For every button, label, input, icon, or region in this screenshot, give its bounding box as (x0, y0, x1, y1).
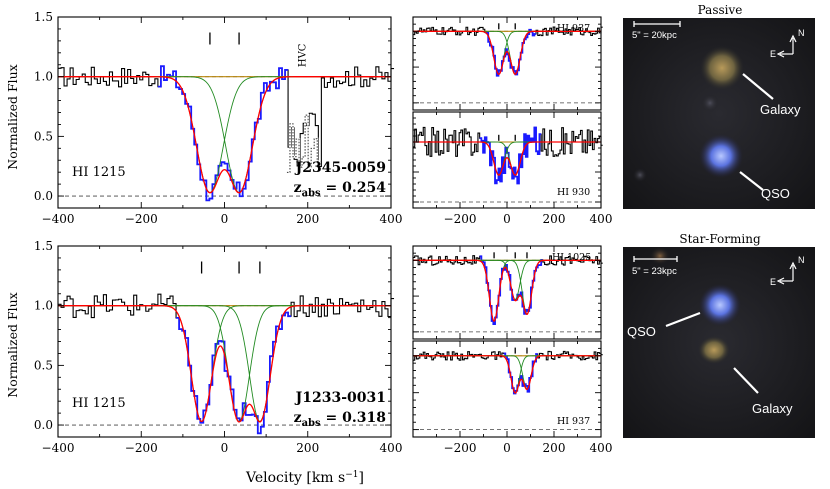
galaxy-pointer-star-forming (733, 367, 759, 394)
x-tick-label: 200 (296, 212, 319, 226)
hvc-annotation: HVC (298, 43, 309, 67)
ion-label: HI 1215 (72, 165, 126, 180)
background-source (633, 168, 647, 182)
x-axis-label: Velocity [km s−1] (245, 470, 364, 486)
galaxy-label-star-forming: Galaxy (752, 401, 793, 416)
x-tick-label: −200 (125, 441, 158, 455)
spectrum-panel-bottom-middle-lower: −200 0 200 400 HI 937 (412, 340, 613, 455)
x-tick-label: 0 (221, 441, 229, 455)
galaxy-blob-star-forming (698, 336, 730, 364)
y-tick-label: 1.5 (34, 239, 53, 253)
x-tick-label: 0 (221, 212, 229, 226)
fit-region-data (479, 126, 542, 185)
x-tick-label: 400 (590, 212, 613, 226)
x-tick-label: 400 (380, 212, 403, 226)
hvc-data (286, 114, 321, 173)
ion-label: HI 1215 (72, 396, 126, 411)
qso-pointer-star-forming (665, 311, 701, 328)
ion-label: HI 937 (557, 23, 590, 34)
total-model (413, 30, 601, 75)
compass-north-label: N (798, 255, 805, 265)
x-tick-label: 0 (503, 441, 511, 455)
y-tick-label: 0.5 (34, 358, 53, 372)
y-axis-label-bottom: Normalized Flux (5, 292, 20, 397)
qso-label-passive: QSO (761, 186, 790, 201)
x-tick-label: −200 (444, 441, 477, 455)
y-tick-label: 1.0 (34, 70, 53, 84)
qso-label-star-forming: QSO (627, 324, 656, 339)
qso-pointer-passive (739, 171, 764, 191)
spectrum-panel-top-left: −400 −200 0 200 400 0.0 0.5 1.0 1.5 HI 1215 J2345-… (34, 10, 403, 226)
qso-blob-star-forming (699, 284, 741, 326)
galaxy-pointer-passive (742, 73, 774, 100)
x-tick-label: 400 (380, 441, 403, 455)
y-tick-label: 0.5 (34, 129, 53, 143)
ion-label: HI 930 (557, 187, 590, 198)
x-tick-label: −200 (444, 212, 477, 226)
ion-label: HI 937 (557, 416, 590, 427)
compass-east-label: E (770, 277, 776, 287)
fit-region-data (176, 311, 292, 435)
galaxy-blob-passive (700, 46, 744, 90)
qso-blob-passive (699, 134, 743, 178)
scale-label-passive: 5" = 20kpc (632, 30, 677, 41)
y-axis-label-top: Normalized Flux (5, 64, 20, 169)
scale-label-star-forming: 5" = 23kpc (632, 266, 677, 277)
redshift-label: zabs = 0.318 (294, 410, 386, 429)
spectrum-panel-top-middle-upper: HI 937 (412, 16, 603, 111)
redshift-label: zabs = 0.254 (294, 180, 387, 199)
x-tick-label: 400 (590, 441, 613, 455)
system-name: J2345-0059 (294, 160, 386, 176)
background-source (701, 94, 719, 112)
total-model (413, 259, 601, 322)
spectrum-panel-bottom-left: −400 −200 0 200 400 0.0 0.5 1.0 1.5 HI 1215 J1233-… (34, 239, 403, 455)
y-tick-label: 0.0 (34, 189, 53, 203)
fit-region-data (157, 65, 289, 202)
spectrum-panel-bottom-middle-upper: HI 1025 (412, 245, 603, 340)
y-tick-label: 1.5 (34, 10, 53, 24)
x-tick-label: 200 (543, 441, 566, 455)
galaxy-label-passive: Galaxy (760, 102, 801, 117)
image-title-star-forming: Star-Forming (679, 232, 761, 246)
x-tick-label: 200 (296, 441, 319, 455)
total-model (413, 355, 601, 394)
y-tick-label: 1.0 (34, 299, 53, 313)
compass-east-label: E (770, 49, 776, 59)
total-model (413, 141, 601, 176)
image-title-passive: Passive (698, 3, 743, 17)
x-tick-label: −400 (42, 441, 75, 455)
x-tick-label: 0 (503, 212, 511, 226)
x-tick-label: 200 (543, 212, 566, 226)
x-tick-label: −400 (42, 212, 75, 226)
total-model (58, 305, 391, 423)
background-source (650, 247, 670, 265)
spectra-panels: −400 −200 0 200 400 0.0 0.5 1.0 1.5 HI 1215 J2345-… (34, 10, 613, 455)
compass-north-label: N (798, 28, 805, 38)
image-panel-passive: Passive 5" = 20kpc N E Galaxy QSO (623, 3, 815, 209)
y-tick-label: 0.0 (34, 418, 53, 432)
x-tick-label: −200 (125, 212, 158, 226)
image-panel-star-forming: Star-Forming 5" = 23kpc N E QSO Galaxy (623, 232, 815, 438)
ion-label: HI 1025 (552, 252, 591, 263)
spectrum-panel-top-middle-lower: −200 0 200 400 HI 930 (412, 111, 613, 226)
total-model (58, 76, 391, 194)
system-name: J1233-0031 (294, 390, 386, 406)
